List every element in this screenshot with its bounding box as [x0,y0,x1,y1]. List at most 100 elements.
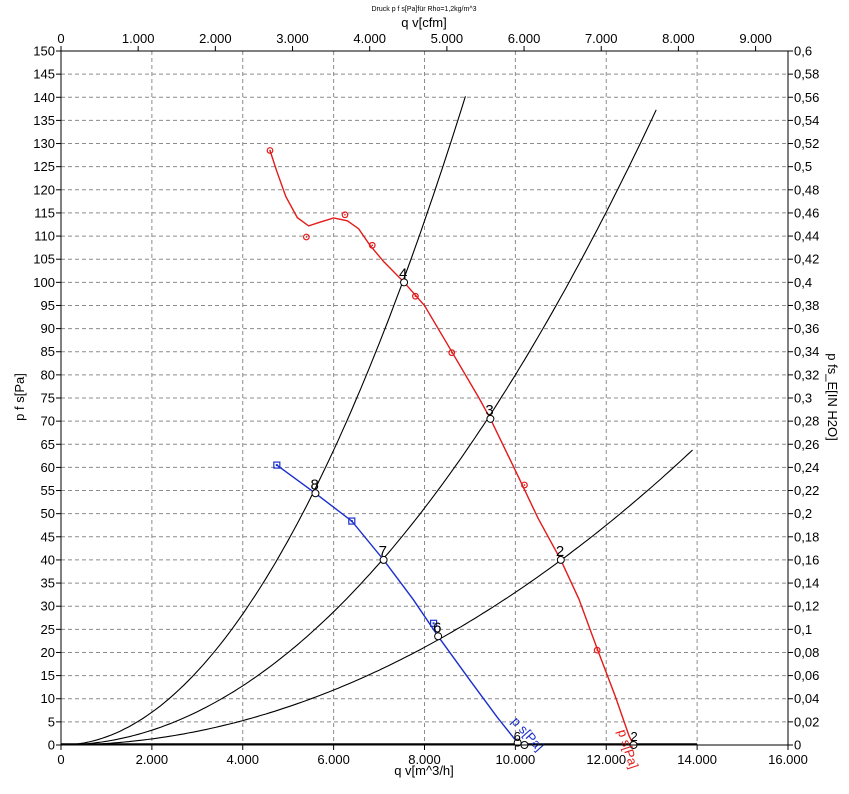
x-tick-label: 16.000 [768,752,808,767]
x-tick-label: 8.000 [408,752,441,767]
series-marker-dot [305,236,308,238]
series-marker-dot [414,295,417,298]
y2-tick-label: 0,18 [794,529,819,544]
y-tick-label: 70 [41,414,55,429]
y2-tick-label: 0,1 [794,622,812,637]
system-curve [61,109,657,746]
x-tick-label: 2.000 [136,752,169,767]
x-tick-label: 6.000 [317,752,350,767]
operating-point-label: 8 [310,476,318,493]
x2-tick-label: 6.000 [508,31,541,46]
series-marker [429,619,438,627]
y2-tick-label: 0,38 [794,298,819,313]
series-marker-dot [523,484,526,486]
y-tick-label: 25 [41,622,55,637]
plot-frame [60,50,789,746]
series-marker [341,211,349,219]
bottom-axis-title: q v[m^3/h] [394,763,454,778]
y2-tick-label: 0,08 [794,645,819,660]
y2-tick-label: 0,12 [794,599,819,614]
series-marker [521,481,528,489]
chart-title: Druck p f s[Pa]für Rho=1,2kg/m^3 [371,6,476,13]
x-tick-label: 14.000 [677,752,717,767]
y-tick-label: 150 [33,44,55,59]
x2-tick-label: 3.000 [276,31,309,46]
y-tick-label: 85 [41,344,55,359]
left-axis-title: p f s[Pa] [12,373,27,421]
operating-point [556,555,565,564]
y-tick-label: 145 [33,67,55,82]
series-marker-dot [432,622,435,625]
y2-tick-label: 0,24 [794,460,819,475]
system-curve [61,449,693,746]
y2-tick-label: 0,4 [794,275,812,290]
y2-tick-label: 0,16 [794,552,819,567]
series-marker-dot [371,244,374,247]
series-marker-dot [275,464,278,467]
y2-tick-label: 0,52 [794,136,819,151]
x2-tick-label: 5.000 [431,31,464,46]
operating-point [311,489,320,498]
y2-tick-label: 0,5 [794,159,812,174]
series-marker [593,646,601,654]
y-tick-label: 60 [41,460,55,475]
x2-tick-label: 4.000 [353,31,386,46]
y-tick-label: 30 [41,599,55,614]
series-marker [368,241,376,249]
y2-tick-label: 0,22 [794,483,819,498]
series-marker [448,349,456,357]
y-tick-label: 20 [41,645,55,660]
operating-point-label: 7 [379,543,387,560]
y-tick-label: 100 [33,275,55,290]
operating-point [379,555,388,564]
y2-tick-label: 0,56 [794,90,819,105]
y2-tick-label: 0,42 [794,252,819,267]
series-line [276,464,530,746]
x2-tick-label: 2.000 [199,31,232,46]
grid [61,51,788,745]
operating-point [486,414,495,423]
y2-tick-label: 0,3 [794,391,812,406]
x-tick-label: 12.000 [586,752,626,767]
operating-point-label: 2 [556,543,564,560]
y-tick-label: 0 [48,738,55,753]
x2-tick-label: 9.000 [739,31,772,46]
series-marker-dot [350,520,353,523]
series-marker-dot [596,649,598,651]
y-tick-label: 110 [34,229,55,244]
y2-tick-label: 0,32 [794,367,819,382]
operating-point [434,632,443,641]
series-marker-dot [450,351,453,354]
series-end-number: 2 [631,729,638,744]
x-tick-label: 4.000 [226,752,259,767]
series-marker-dot [269,149,271,152]
series-marker [273,461,281,469]
y2-tick-label: 0 [794,738,801,753]
y-tick-label: 50 [41,506,55,521]
y2-tick-label: 0,04 [794,691,819,706]
y2-tick-label: 0,28 [794,414,819,429]
series-marker [412,292,419,300]
y2-tick-label: 0,02 [794,714,819,729]
operating-point [400,278,409,287]
y-tick-label: 80 [41,367,55,382]
y-tick-label: 35 [41,576,55,591]
y2-tick-label: 0,14 [794,576,819,591]
series-end-point [513,738,522,747]
operating-point-label: 6 [433,619,441,636]
y-tick-label: 40 [41,552,55,567]
y2-tick-label: 0,44 [794,229,819,244]
y-tick-label: 75 [41,391,55,406]
operating-point-label: 3 [485,402,493,419]
y2-tick-label: 0,46 [794,205,819,220]
y2-tick-label: 0,58 [794,67,819,82]
y2-tick-label: 0,36 [794,321,819,336]
y-tick-label: 55 [41,483,55,498]
y-tick-label: 135 [33,113,55,128]
system-curve [60,96,466,746]
system-curves [60,96,698,746]
y2-tick-label: 0,06 [794,668,819,683]
y2-tick-label: 0,54 [794,113,819,128]
series-end-number: 6 [514,729,521,744]
